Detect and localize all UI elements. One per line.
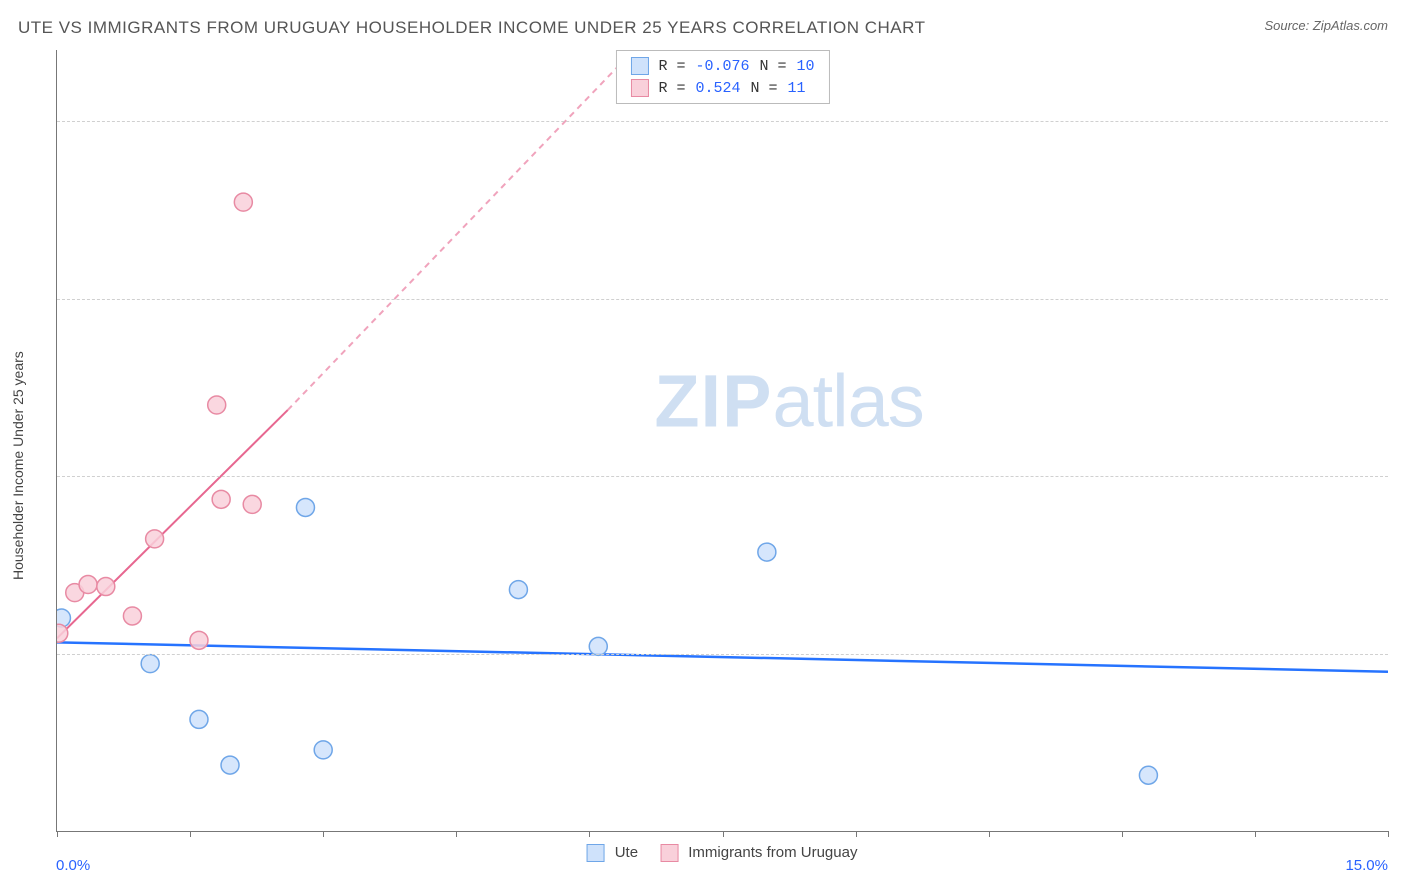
y-tick-label: $65,000 bbox=[1388, 468, 1406, 484]
stats-r-value-ute: -0.076 bbox=[695, 58, 749, 75]
x-tick bbox=[456, 831, 457, 837]
y-tick-label: $47,500 bbox=[1388, 646, 1406, 662]
x-axis-max-label: 15.0% bbox=[1345, 857, 1388, 874]
x-tick bbox=[989, 831, 990, 837]
x-tick bbox=[856, 831, 857, 837]
x-tick bbox=[1388, 831, 1389, 837]
chart-header: UTE VS IMMIGRANTS FROM URUGUAY HOUSEHOLD… bbox=[18, 18, 1388, 42]
stats-row-uruguay: R = 0.524 N = 11 bbox=[616, 77, 828, 99]
stats-swatch-ute bbox=[630, 57, 648, 75]
x-tick bbox=[1122, 831, 1123, 837]
stats-n-label: N = bbox=[751, 80, 778, 97]
legend-label-ute: Ute bbox=[615, 844, 638, 861]
legend-item-uruguay: Immigrants from Uruguay bbox=[660, 844, 857, 862]
chart-title: UTE VS IMMIGRANTS FROM URUGUAY HOUSEHOLD… bbox=[18, 18, 926, 37]
legend-item-ute: Ute bbox=[587, 844, 639, 862]
x-axis-row: 0.0% Ute Immigrants from Uruguay 15.0% bbox=[56, 842, 1388, 882]
y-axis-label: Householder Income Under 25 years bbox=[10, 50, 38, 882]
x-tick bbox=[723, 831, 724, 837]
gridline bbox=[57, 476, 1388, 477]
x-tick bbox=[323, 831, 324, 837]
chart-container: UTE VS IMMIGRANTS FROM URUGUAY HOUSEHOLD… bbox=[0, 0, 1406, 892]
chart-source: Source: ZipAtlas.com bbox=[1264, 18, 1388, 33]
stats-r-value-uruguay: 0.524 bbox=[695, 80, 740, 97]
y-tick-label: $82,500 bbox=[1388, 291, 1406, 307]
plot-area: ZIPatlas R = -0.076 N = 10 R = 0.524 N =… bbox=[56, 50, 1388, 832]
stats-box: R = -0.076 N = 10 R = 0.524 N = 11 bbox=[615, 50, 829, 104]
stats-n-value-uruguay: 11 bbox=[788, 80, 806, 97]
stats-r-label: R = bbox=[658, 80, 685, 97]
chart-zone: Householder Income Under 25 years ZIPatl… bbox=[18, 50, 1388, 882]
chart-svg bbox=[57, 50, 1388, 831]
y-tick-label: $100,000 bbox=[1388, 113, 1406, 129]
gridline bbox=[57, 654, 1388, 655]
x-tick bbox=[1255, 831, 1256, 837]
gridline bbox=[57, 299, 1388, 300]
legend-swatch-uruguay bbox=[660, 844, 678, 862]
x-tick bbox=[589, 831, 590, 837]
stats-n-value-ute: 10 bbox=[797, 58, 815, 75]
bottom-legend: Ute Immigrants from Uruguay bbox=[587, 844, 858, 862]
stats-row-ute: R = -0.076 N = 10 bbox=[616, 55, 828, 77]
legend-label-uruguay: Immigrants from Uruguay bbox=[688, 844, 857, 861]
x-tick bbox=[57, 831, 58, 837]
gridline bbox=[57, 121, 1388, 122]
stats-r-label: R = bbox=[658, 58, 685, 75]
x-axis-min-label: 0.0% bbox=[56, 857, 90, 874]
stats-n-label: N = bbox=[760, 58, 787, 75]
legend-swatch-ute bbox=[587, 844, 605, 862]
stats-swatch-uruguay bbox=[630, 79, 648, 97]
x-tick bbox=[190, 831, 191, 837]
